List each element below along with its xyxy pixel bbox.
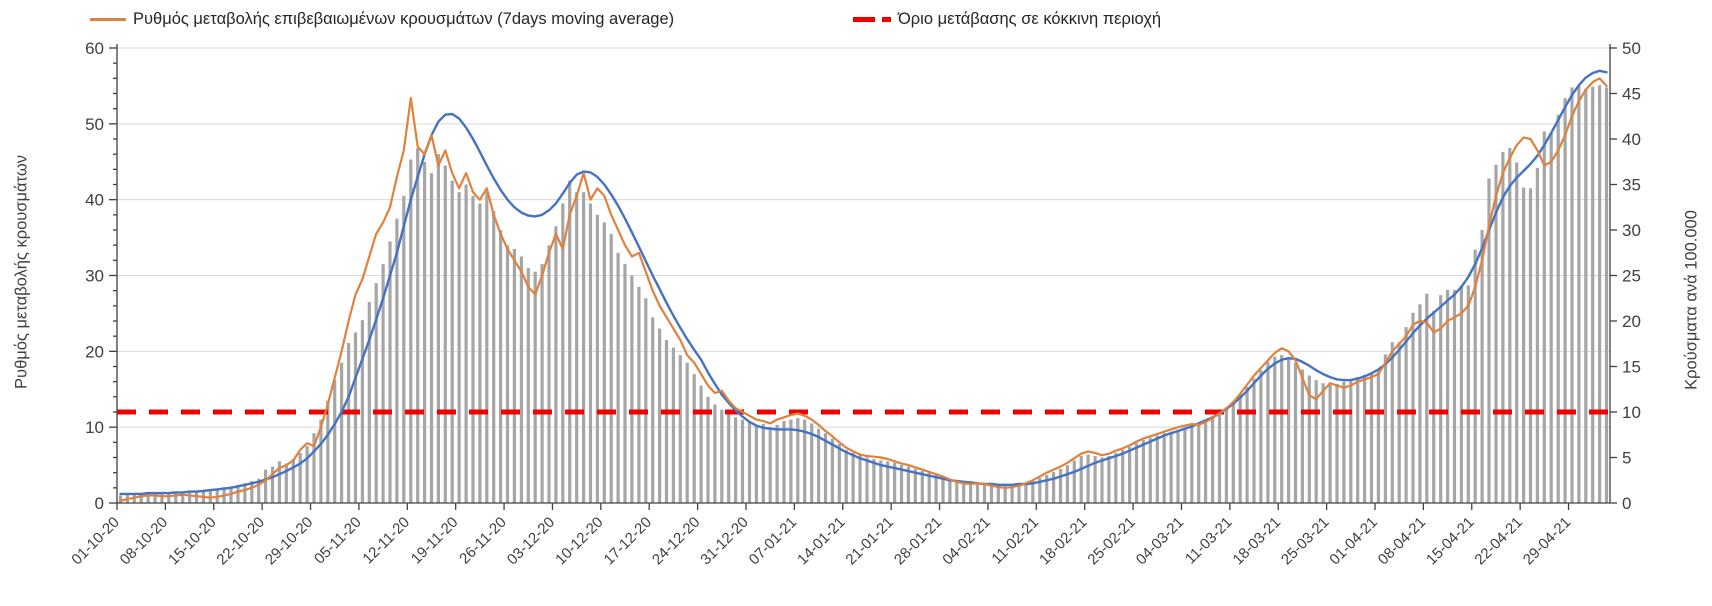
x-axis: 01-10-2008-10-2015-10-2022-10-2029-10-20… [68, 503, 1574, 568]
legend-label-moving-average: Ρυθμός μεταβολής επιβεβαιωμένων κρουσμάτ… [133, 9, 675, 28]
svg-text:22-04-21: 22-04-21 [1471, 514, 1525, 568]
svg-text:50: 50 [1622, 39, 1641, 58]
svg-text:15-10-20: 15-10-20 [165, 514, 219, 568]
svg-text:03-12-20: 03-12-20 [504, 514, 558, 568]
legend-item-threshold: Όριο μετάβασης σε κόκκινη περιοχή [853, 6, 1161, 32]
svg-text:12-11-20: 12-11-20 [359, 514, 413, 568]
svg-text:18-02-21: 18-02-21 [1036, 514, 1090, 568]
svg-text:24-12-20: 24-12-20 [649, 514, 703, 568]
svg-text:15-04-21: 15-04-21 [1423, 514, 1477, 568]
svg-text:50: 50 [85, 115, 104, 134]
svg-text:10-12-20: 10-12-20 [552, 514, 606, 568]
svg-text:29-10-20: 29-10-20 [262, 514, 316, 568]
svg-text:01-04-21: 01-04-21 [1326, 514, 1380, 568]
svg-text:11-02-21: 11-02-21 [988, 514, 1042, 568]
svg-text:25-02-21: 25-02-21 [1084, 514, 1138, 568]
svg-text:30: 30 [85, 267, 104, 286]
svg-text:25-03-21: 25-03-21 [1278, 514, 1332, 568]
svg-text:18-03-21: 18-03-21 [1230, 514, 1284, 568]
daily-bars-series [118, 85, 1609, 504]
y-axis-left: 0 10 20 30 40 50 60 [85, 39, 117, 513]
trend-line-series [119, 69, 1608, 496]
right-axis-title: Κρούσματα ανά 100.000 [1682, 210, 1701, 390]
svg-text:40: 40 [1622, 130, 1641, 149]
svg-text:04-03-21: 04-03-21 [1133, 514, 1187, 568]
moving-average-line-series [119, 77, 1608, 502]
svg-text:45: 45 [1622, 85, 1641, 104]
svg-text:07-01-21: 07-01-21 [746, 514, 800, 568]
svg-text:05-11-20: 05-11-20 [311, 514, 365, 568]
legend-label-threshold: Όριο μετάβασης σε κόκκινη περιοχή [898, 9, 1162, 28]
svg-text:20: 20 [85, 342, 104, 361]
svg-text:30: 30 [1622, 221, 1641, 240]
svg-text:19-11-20: 19-11-20 [408, 514, 462, 568]
svg-text:0: 0 [1622, 494, 1631, 513]
orange-line-swatch-icon [90, 17, 126, 21]
y-axis-right: 0 5 10 15 20 25 30 35 40 45 50 [1610, 39, 1641, 513]
svg-text:21-01-21: 21-01-21 [842, 514, 896, 568]
legend-item-moving-average: Ρυθμός μεταβολής επιβεβαιωμένων κρουσμάτ… [90, 6, 674, 32]
svg-text:01-10-20: 01-10-20 [68, 514, 122, 568]
left-axis-title: Ρυθμός μεταβολής κρουσμάτων [12, 155, 31, 389]
svg-text:14-01-21: 14-01-21 [794, 514, 848, 568]
svg-text:15: 15 [1622, 358, 1641, 377]
axis-lines [116, 44, 1611, 504]
svg-text:26-11-20: 26-11-20 [456, 514, 510, 568]
svg-text:11-03-21: 11-03-21 [1182, 514, 1236, 568]
svg-text:22-10-20: 22-10-20 [214, 514, 268, 568]
svg-text:10: 10 [85, 418, 104, 437]
svg-text:0: 0 [95, 494, 104, 513]
svg-text:5: 5 [1622, 449, 1631, 468]
svg-text:35: 35 [1622, 176, 1641, 195]
svg-text:25: 25 [1622, 267, 1641, 286]
svg-text:28-01-21: 28-01-21 [891, 514, 945, 568]
svg-text:60: 60 [85, 39, 104, 58]
svg-text:08-04-21: 08-04-21 [1375, 514, 1429, 568]
svg-text:08-10-20: 08-10-20 [117, 514, 171, 568]
svg-text:10: 10 [1622, 403, 1641, 422]
svg-text:20: 20 [1622, 312, 1641, 331]
svg-text:29-04-21: 29-04-21 [1520, 514, 1574, 568]
svg-text:04-02-21: 04-02-21 [939, 514, 993, 568]
svg-text:17-12-20: 17-12-20 [601, 514, 655, 568]
red-dash-swatch-icon [853, 16, 891, 22]
svg-text:31-12-20: 31-12-20 [697, 514, 751, 568]
svg-text:40: 40 [85, 191, 104, 210]
